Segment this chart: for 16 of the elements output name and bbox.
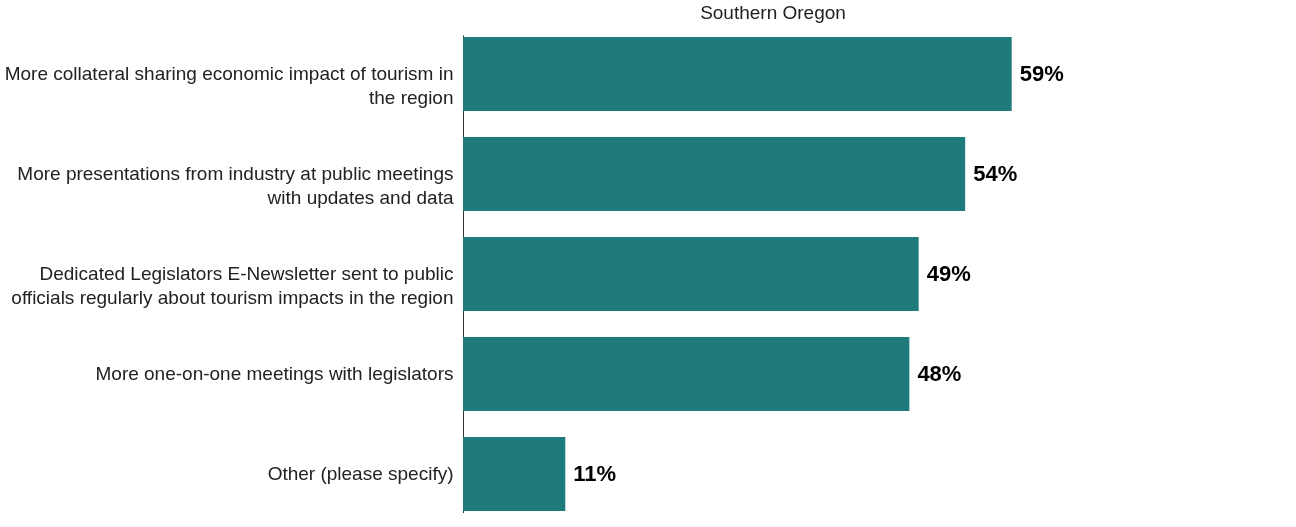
- y-tick-label: Other (please specify): [267, 463, 454, 484]
- y-tick-label: More collateral sharing economic impact of tourism in the region: [4, 63, 454, 108]
- data-label: 11%: [573, 461, 617, 486]
- y-tick-label: Dedicated Legislators E-Newsletter sent to public officials regularly about tourism impacts in the region: [11, 263, 454, 308]
- y-tick-label: More one-on-one meetings with legislators: [95, 363, 454, 384]
- data-label: 59%: [1019, 61, 1064, 86]
- bar: [463, 437, 566, 511]
- bar: [463, 237, 919, 311]
- data-label: 49%: [926, 261, 971, 286]
- y-tick-label: More presentations from industry at public meetings with updates and data: [17, 163, 454, 208]
- data-label: 48%: [917, 361, 962, 386]
- bar: [463, 137, 966, 211]
- chart-title: Southern Oregon: [700, 2, 846, 23]
- bar: [463, 337, 910, 411]
- data-label: 54%: [973, 161, 1018, 186]
- bar: [463, 37, 1012, 111]
